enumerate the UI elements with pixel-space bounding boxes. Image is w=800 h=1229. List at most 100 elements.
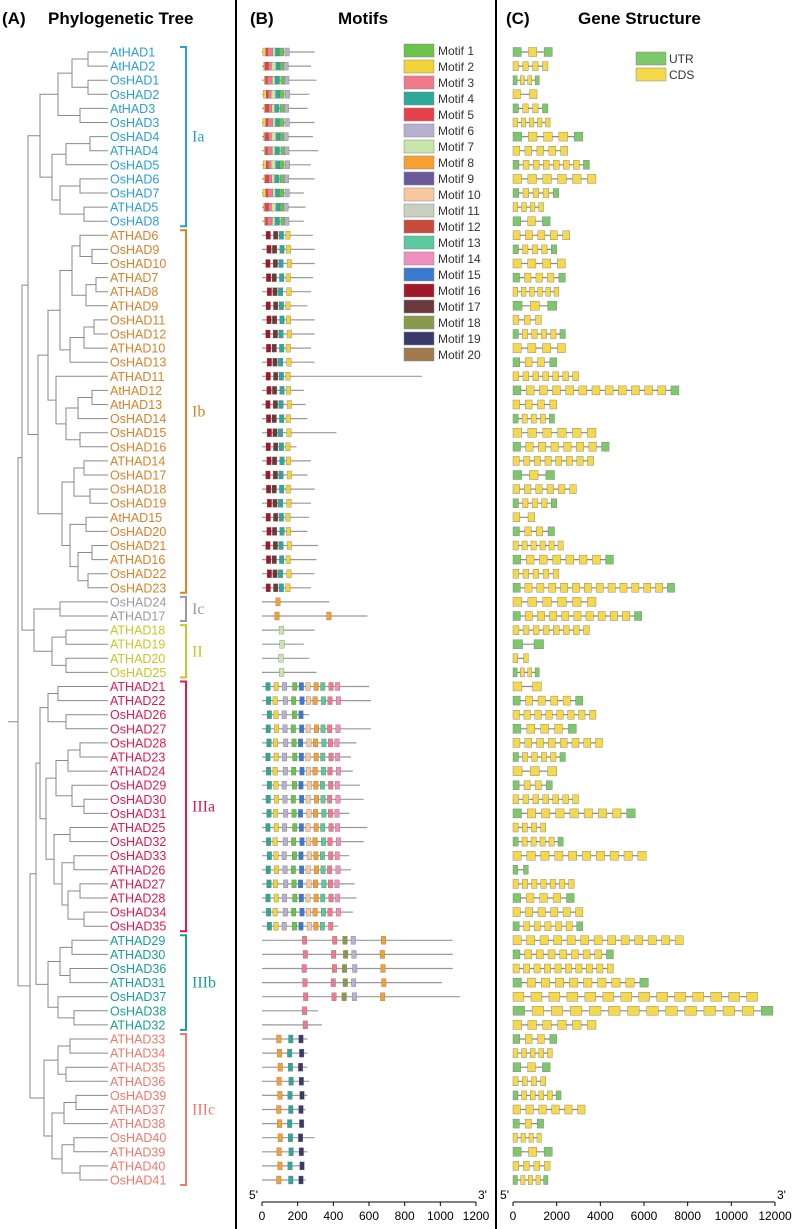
- cds-box: [548, 145, 556, 156]
- cds-box: [657, 385, 666, 396]
- motif-box: [335, 907, 341, 917]
- cds-box: [532, 61, 539, 71]
- utr-box: [512, 1090, 519, 1101]
- cds-box: [566, 935, 576, 945]
- gene-label: OsHAD15: [110, 426, 166, 440]
- cds-box: [535, 315, 542, 325]
- motif-box: [335, 724, 341, 733]
- motif-box: [266, 738, 272, 748]
- motif-box: [299, 1161, 305, 1171]
- utr-box: [534, 75, 540, 85]
- cds-box: [547, 1048, 553, 1058]
- cds-box: [552, 385, 561, 396]
- motif-box: [279, 414, 285, 423]
- motif-box: [302, 950, 308, 959]
- cds-box: [587, 428, 597, 438]
- tree-branch-79: [79, 1165, 108, 1181]
- cds-box: [571, 949, 579, 960]
- tree-branch-60: [73, 855, 108, 871]
- cds-box: [623, 851, 633, 861]
- cds-box: [530, 766, 540, 776]
- motif-box: [271, 484, 277, 494]
- utr-box: [512, 1062, 521, 1072]
- cds-box: [557, 343, 566, 353]
- cds-box: [533, 963, 541, 974]
- motif-box: [266, 428, 272, 437]
- motif-tracks: [262, 47, 461, 1185]
- cds-box: [539, 893, 548, 903]
- motif-box: [288, 1105, 294, 1114]
- cds-box: [569, 977, 579, 988]
- motif-box: [274, 865, 280, 874]
- motif-box: [266, 343, 272, 353]
- tree-branch-47: [39, 707, 48, 820]
- gene-label: ATHAD17: [110, 610, 165, 624]
- gene-label: OsHAD31: [110, 807, 166, 821]
- utr-box: [667, 583, 675, 593]
- cds-box: [562, 230, 570, 241]
- cds-box: [540, 329, 547, 339]
- motif-box: [273, 583, 279, 592]
- motif-legend-swatch: [403, 219, 435, 234]
- motif-box: [306, 922, 312, 931]
- gene-label: OsHAD12: [110, 328, 166, 342]
- motif-legend-swatch: [403, 203, 435, 218]
- motif-box: [321, 766, 326, 776]
- cds-box: [547, 766, 557, 776]
- motif-legend-swatch: [403, 251, 435, 266]
- motif-box: [328, 752, 334, 762]
- motif-legend-swatch: [403, 235, 435, 250]
- cds-box: [526, 893, 535, 903]
- tree-branch-5: [71, 58, 88, 88]
- tree-branch-32: [73, 467, 90, 497]
- cds-box: [550, 1006, 563, 1016]
- motif-box: [288, 1077, 294, 1086]
- cds-box: [595, 583, 604, 593]
- utr-box: [634, 611, 643, 621]
- cds-box: [528, 47, 537, 57]
- cds-box: [573, 625, 580, 635]
- gene-label: ATHAD24: [110, 765, 165, 779]
- motif-box: [328, 851, 334, 860]
- motif-box: [313, 823, 319, 832]
- gene-label: ATHAD39: [110, 1145, 165, 1159]
- utr-box: [512, 752, 519, 762]
- cds-box: [555, 808, 565, 819]
- cds-box: [569, 808, 579, 819]
- motif-box: [273, 738, 278, 748]
- tree-branch-4: [57, 72, 80, 116]
- gene-axis-tick-label: 6000: [631, 1209, 658, 1223]
- cds-box: [522, 822, 528, 833]
- motif-box: [286, 245, 291, 254]
- tree-branch-20: [91, 248, 108, 264]
- cds-box: [527, 667, 533, 678]
- gene-label: OsHAD35: [110, 920, 166, 934]
- motif-box: [272, 837, 278, 846]
- motif-legend-swatch: [403, 283, 435, 298]
- cds-box: [533, 1161, 540, 1171]
- cds-box: [597, 611, 606, 621]
- cds-box: [565, 456, 573, 466]
- motif-box: [284, 146, 290, 155]
- gene-label: ATHAD34: [110, 1047, 165, 1061]
- motif-box: [266, 922, 272, 931]
- motif-box: [274, 795, 280, 804]
- motif-box: [279, 47, 284, 57]
- cds-box: [542, 160, 550, 170]
- utr-box: [626, 808, 636, 819]
- cds-box: [576, 456, 584, 466]
- motif-box: [299, 724, 305, 733]
- motif-box: [319, 851, 325, 860]
- motif-box: [278, 358, 284, 367]
- cds-box: [527, 216, 536, 226]
- cds-box: [535, 1175, 541, 1185]
- motif-box: [274, 217, 280, 226]
- cds-box: [523, 1161, 530, 1171]
- cds-box: [559, 879, 566, 889]
- motif-box: [292, 710, 297, 719]
- motif-box: [332, 936, 338, 945]
- cds-box: [553, 935, 562, 945]
- motif-box: [302, 1006, 307, 1015]
- cds-box: [572, 794, 579, 804]
- panel-a-title: Phylogenetic Tree: [48, 9, 194, 28]
